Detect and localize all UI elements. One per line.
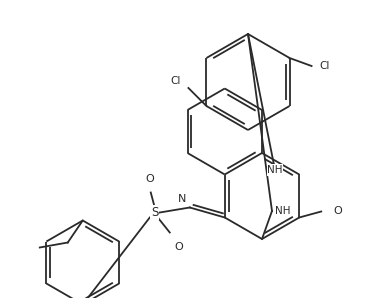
Text: O: O — [175, 243, 184, 252]
Text: NH: NH — [275, 206, 291, 216]
Text: NH: NH — [267, 165, 283, 175]
Text: Cl: Cl — [320, 61, 330, 71]
Text: S: S — [151, 206, 159, 219]
Text: O: O — [333, 207, 342, 217]
Text: Cl: Cl — [170, 76, 181, 86]
Text: O: O — [146, 175, 154, 184]
Text: N: N — [177, 193, 186, 204]
